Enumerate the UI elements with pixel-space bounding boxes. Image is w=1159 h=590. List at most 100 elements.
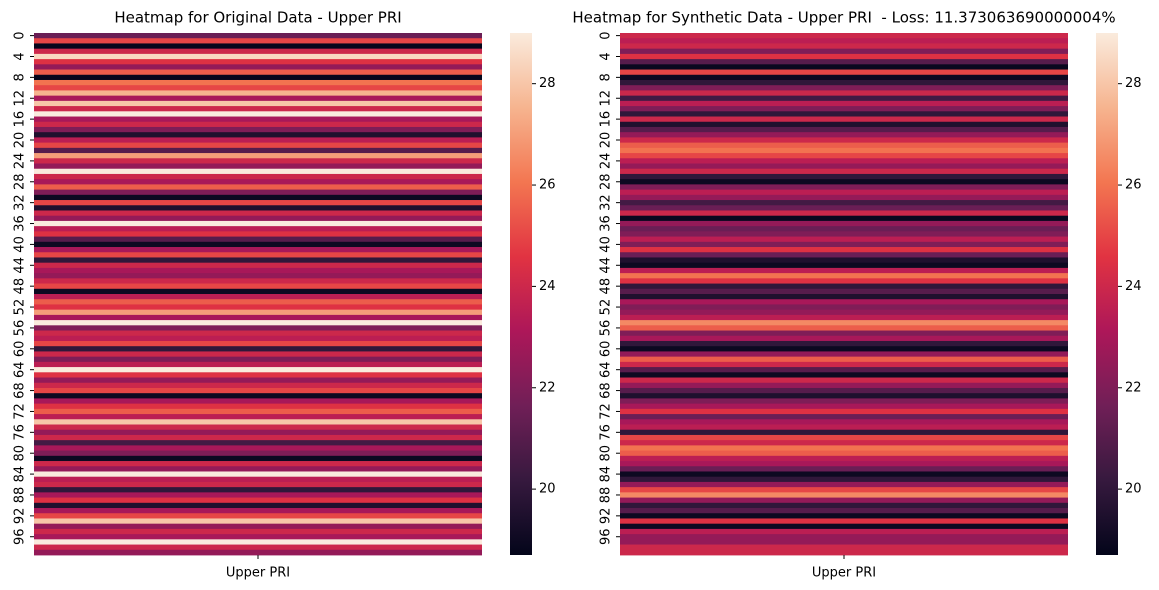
heatmap-cell xyxy=(620,106,1068,112)
heatmap-cell xyxy=(620,69,1068,76)
y-tick-label: 48 xyxy=(13,278,28,295)
heatmap-cell xyxy=(620,95,1068,102)
y-tick-label: 20 xyxy=(599,132,614,149)
heatmap-cell xyxy=(620,179,1068,185)
heatmap-cell xyxy=(34,43,482,50)
heatmap-cell xyxy=(620,147,1068,154)
y-tick-label: 64 xyxy=(599,361,614,378)
heatmap-cell xyxy=(34,356,482,363)
heatmap-cell xyxy=(34,267,482,274)
heatmap-cell xyxy=(620,309,1068,316)
heatmap-cell xyxy=(34,288,482,295)
y-tick-label: 36 xyxy=(599,215,614,232)
heatmap-cell xyxy=(620,38,1068,44)
heatmap-cell xyxy=(34,330,482,337)
heatmap-cell xyxy=(34,309,482,316)
y-tick-label: 4 xyxy=(599,52,614,60)
heatmap-cell xyxy=(34,387,482,394)
heatmap-cell xyxy=(620,314,1068,321)
heatmap-cell xyxy=(34,294,482,300)
y-tick-label: 36 xyxy=(13,215,28,232)
heatmap-cell xyxy=(34,153,482,159)
heatmap-cell xyxy=(34,236,482,243)
y-tick-label: 32 xyxy=(599,194,614,211)
heatmap-cell xyxy=(620,387,1068,394)
colorbar-tick-label: 26 xyxy=(539,178,556,193)
y-tick-label: 80 xyxy=(13,445,28,462)
heatmap-cell xyxy=(34,69,482,76)
heatmap-cell xyxy=(620,393,1068,399)
heatmap-cell xyxy=(34,424,482,431)
heatmap-cell xyxy=(620,320,1068,326)
heatmap-cell xyxy=(34,257,482,264)
heatmap-cell xyxy=(34,64,482,70)
x-tick-label: Upper PRI xyxy=(226,566,290,581)
heatmap-cell xyxy=(34,38,482,44)
heatmap-cell xyxy=(34,450,482,457)
heatmap-cell xyxy=(34,215,482,222)
heatmap-cell xyxy=(620,163,1068,170)
heatmap-cell xyxy=(620,434,1068,441)
colorbar-tick-label: 20 xyxy=(539,482,556,497)
heatmap-cell xyxy=(34,189,482,196)
heatmap-cell xyxy=(620,79,1068,86)
heatmap-cell xyxy=(620,43,1068,50)
y-tick-label: 0 xyxy=(13,31,28,39)
chart-title: Heatmap for Original Data - Upper PRI xyxy=(114,9,401,27)
heatmap-cell xyxy=(620,100,1068,107)
heatmap-cell xyxy=(34,220,482,227)
heatmap-cell xyxy=(34,476,482,483)
heatmap-cell xyxy=(620,59,1068,65)
heatmap-cell xyxy=(34,372,482,378)
heatmap-cell xyxy=(620,48,1068,55)
heatmap-cell xyxy=(620,53,1068,60)
heatmap-cell xyxy=(34,549,482,556)
y-tick-label: 52 xyxy=(599,299,614,316)
heatmap-cell xyxy=(620,74,1068,81)
heatmap-cell xyxy=(620,325,1068,331)
heatmap-cell xyxy=(620,534,1068,540)
heatmap-cell xyxy=(620,419,1068,425)
y-tick-label: 48 xyxy=(599,278,614,295)
heatmap-cell xyxy=(620,544,1068,551)
heatmap-cell xyxy=(620,142,1068,149)
y-tick-label: 88 xyxy=(13,487,28,504)
y-tick-label: 40 xyxy=(13,236,28,253)
heatmap-cell xyxy=(34,106,482,112)
y-tick-label: 76 xyxy=(13,424,28,441)
y-tick-label: 80 xyxy=(599,445,614,462)
heatmap-cell xyxy=(620,137,1068,144)
heatmap-cell xyxy=(34,299,482,305)
heatmap-cell xyxy=(620,471,1068,478)
y-tick-label: 52 xyxy=(13,299,28,316)
y-tick-label: 32 xyxy=(13,194,28,211)
heatmap-cell xyxy=(620,513,1068,519)
heatmap-cell xyxy=(34,59,482,65)
heatmap-cell xyxy=(34,471,482,478)
heatmap-cell xyxy=(34,147,482,154)
y-tick-label: 8 xyxy=(599,73,614,81)
heatmap-cell xyxy=(34,398,482,405)
heatmap-cell xyxy=(620,278,1068,284)
heatmap-cell xyxy=(620,497,1068,504)
y-tick-label: 96 xyxy=(599,528,614,545)
heatmap-cell xyxy=(620,247,1068,253)
heatmap-cell xyxy=(620,132,1068,138)
heatmap-cell xyxy=(620,450,1068,457)
heatmap-cell xyxy=(34,247,482,253)
y-tick-label: 68 xyxy=(13,382,28,399)
y-tick-label: 0 xyxy=(599,31,614,39)
heatmap-cell xyxy=(34,283,482,290)
heatmap-cell xyxy=(34,466,482,472)
heatmap-cell xyxy=(34,335,482,342)
heatmap-cell xyxy=(34,121,482,128)
heatmap-cell xyxy=(620,335,1068,342)
heatmap-cell xyxy=(34,414,482,420)
heatmap-cell xyxy=(34,168,482,175)
colorbar xyxy=(510,33,532,555)
heatmap-cell xyxy=(620,549,1068,556)
heatmap-cell xyxy=(620,528,1068,535)
heatmap-cell xyxy=(34,408,482,415)
heatmap-cell xyxy=(620,461,1068,467)
heatmap-cell xyxy=(34,393,482,399)
